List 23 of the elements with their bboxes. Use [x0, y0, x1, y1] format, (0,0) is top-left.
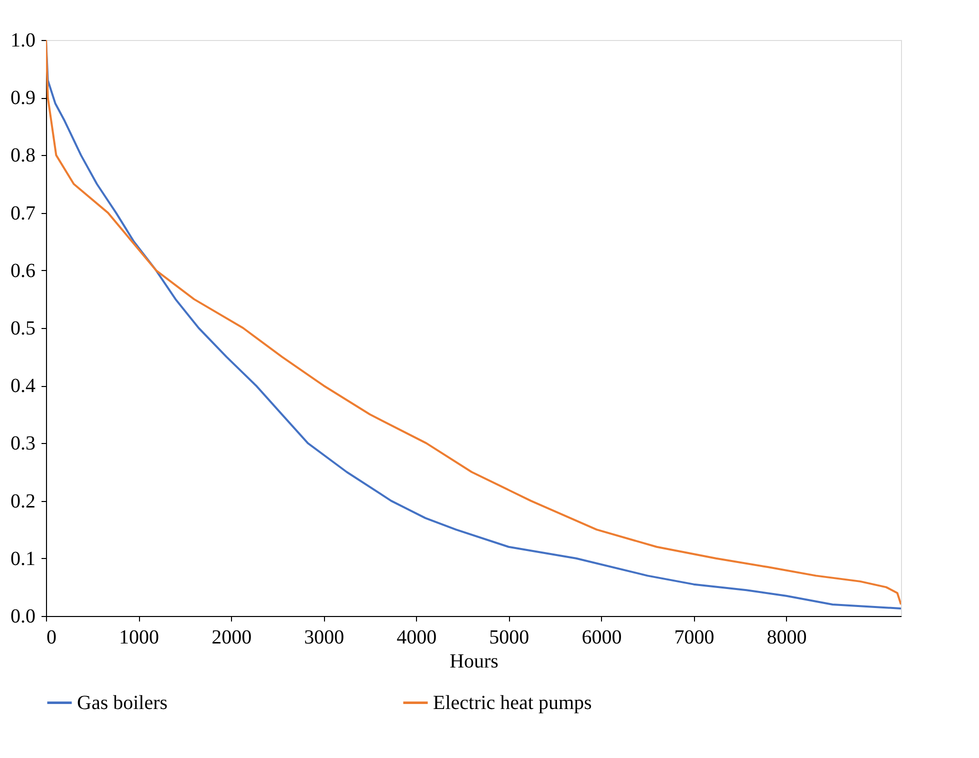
y-tick-label: 0.8 — [10, 144, 36, 167]
x-tick-label: 7000 — [674, 626, 714, 648]
x-tick-label: 3000 — [304, 626, 344, 648]
y-tick-label: 0.4 — [10, 375, 36, 398]
y-tick-label: 0.5 — [10, 318, 36, 340]
y-tick-label: 1.0 — [10, 30, 36, 52]
x-axis-title: Hours — [450, 650, 499, 672]
y-tick-label: 0.1 — [10, 548, 36, 570]
x-tick-label: 1000 — [119, 626, 160, 648]
x-tick-label: 4000 — [396, 626, 437, 648]
x-tick-label: 0 — [46, 626, 56, 648]
legend-label: Electric heat pumps — [433, 692, 592, 714]
y-tick-label: 0.3 — [10, 432, 36, 455]
legend-label: Gas boilers — [77, 692, 168, 714]
x-tick-label: 8000 — [766, 626, 807, 648]
x-tick-label: 2000 — [212, 626, 252, 648]
y-tick-label: 0.9 — [10, 87, 36, 110]
y-tick-label: 0.7 — [10, 202, 36, 224]
y-tick-label: 0.2 — [10, 490, 36, 512]
y-tick-label: 0.0 — [10, 606, 36, 628]
x-tick-label: 6000 — [582, 626, 622, 648]
x-tick-label: 5000 — [489, 626, 530, 648]
y-tick-label: 0.6 — [10, 260, 36, 282]
